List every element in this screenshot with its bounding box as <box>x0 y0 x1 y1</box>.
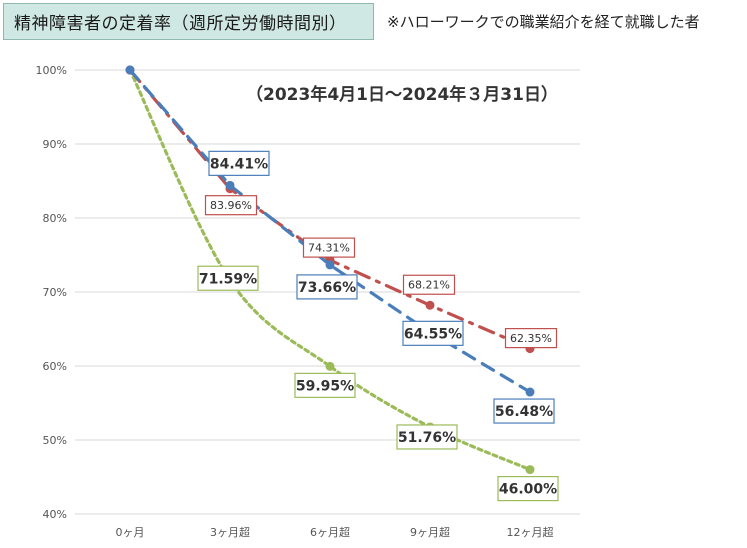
data-label: 83.96% <box>210 199 252 212</box>
x-tick-label: 12ヶ月超 <box>507 525 554 539</box>
chart-title: 精神障害者の定着率（週所定労働時間別） <box>3 3 374 40</box>
data-label: 73.66% <box>298 280 356 296</box>
data-label-box <box>402 274 456 295</box>
data-label: 68.21% <box>408 279 450 292</box>
period-label: （2023年4月1日～2024年３月31日） <box>246 85 558 105</box>
data-label: 51.76% <box>398 430 456 446</box>
data-point-green <box>325 361 335 371</box>
data-point-blue <box>325 260 335 270</box>
data-label: 84.41% <box>210 156 268 172</box>
x-tick-label: 0ヶ月 <box>116 526 145 539</box>
x-tick-label: 3ヶ月超 <box>210 525 250 539</box>
y-tick-label: 100% <box>36 64 67 77</box>
data-label-box <box>197 265 259 291</box>
data-label-box <box>296 274 358 300</box>
x-tick-label: 9ヶ月超 <box>410 525 450 539</box>
y-tick-label: 70% <box>43 286 67 299</box>
data-label: 71.59% <box>199 271 257 287</box>
data-label-box <box>208 150 270 176</box>
data-label-box <box>504 328 558 349</box>
y-tick-label: 40% <box>43 508 67 521</box>
data-label: 46.00% <box>499 482 557 498</box>
data-label-box <box>396 424 458 450</box>
data-point-red <box>425 300 435 310</box>
y-tick-label: 50% <box>43 434 67 447</box>
data-label-box <box>497 476 559 502</box>
data-label: 62.35% <box>510 332 552 345</box>
data-point-blue <box>525 387 535 397</box>
data-label-box <box>302 237 356 258</box>
chart-note: ※ハローワークでの職業紹介を経て就職した者 <box>387 13 700 31</box>
data-label: 56.48% <box>495 404 553 420</box>
data-point-blue <box>125 65 135 75</box>
series-line-blue <box>128 68 532 394</box>
y-tick-label: 90% <box>43 138 67 151</box>
series-line-green <box>128 68 532 472</box>
chart-title-text: 精神障害者の定着率（週所定労働時間別） <box>14 14 347 34</box>
data-label: 74.31% <box>308 242 350 255</box>
data-label-box <box>402 320 464 346</box>
data-label-box <box>294 372 356 398</box>
y-tick-label: 80% <box>43 212 67 225</box>
data-label-box <box>204 195 258 216</box>
y-tick-label: 60% <box>43 360 67 373</box>
data-label: 59.95% <box>296 378 354 394</box>
data-point-green <box>525 465 535 475</box>
data-label-box <box>493 398 555 424</box>
data-label: 64.55% <box>404 326 462 342</box>
data-point-blue <box>225 180 235 190</box>
series-line-red <box>128 68 532 351</box>
x-tick-label: 6ヶ月超 <box>310 525 350 539</box>
